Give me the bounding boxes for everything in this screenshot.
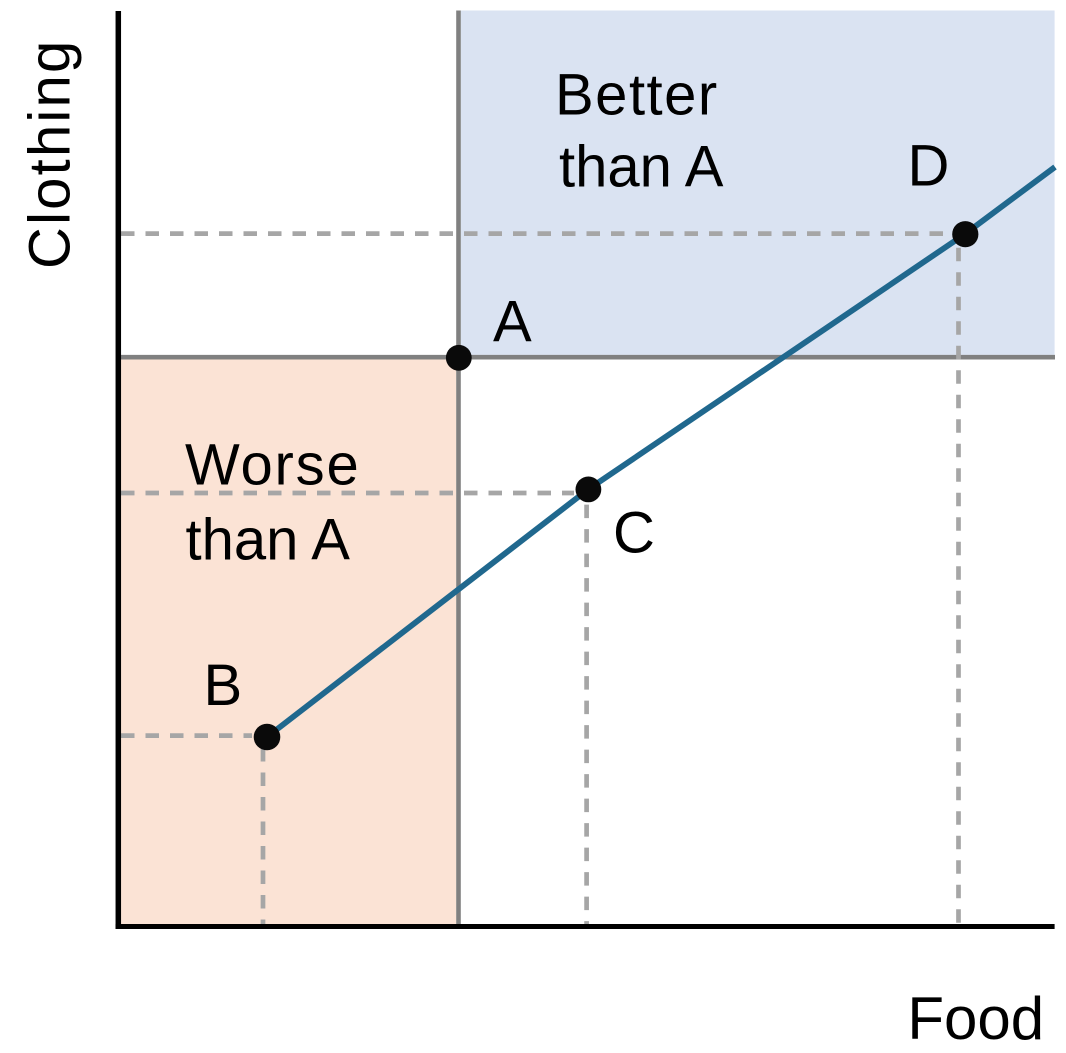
svg-text:than A: than A xyxy=(559,135,724,200)
svg-text:A: A xyxy=(493,290,532,355)
svg-text:Worse: Worse xyxy=(185,433,361,498)
svg-text:D: D xyxy=(908,134,950,199)
svg-text:Better: Better xyxy=(555,63,719,128)
svg-text:B: B xyxy=(204,653,243,718)
svg-text:C: C xyxy=(613,501,655,566)
svg-text:Food: Food xyxy=(907,985,1044,1052)
svg-text:than A: than A xyxy=(186,508,351,573)
svg-text:Clothing: Clothing xyxy=(18,39,83,269)
